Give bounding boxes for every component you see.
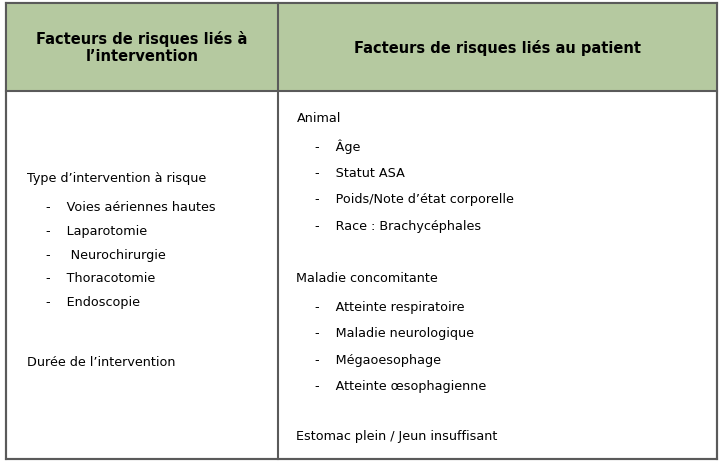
Bar	[278, 4, 717, 92]
Text: -    Poids/Note d’état corporelle: - Poids/Note d’état corporelle	[315, 193, 513, 206]
Text: -    Mégaoesophage: - Mégaoesophage	[315, 353, 440, 366]
Text: -    Laparotomie: - Laparotomie	[46, 225, 147, 238]
Text: -    Thoracotomie: - Thoracotomie	[46, 272, 155, 285]
Text: -    Atteinte œsophagienne: - Atteinte œsophagienne	[315, 379, 486, 392]
Text: -    Atteinte respiratoire: - Atteinte respiratoire	[315, 300, 464, 313]
Text: -    Statut ASA: - Statut ASA	[315, 167, 404, 180]
Text: Estomac plein / Jeun insuffisant: Estomac plein / Jeun insuffisant	[296, 429, 498, 442]
Text: Type d’intervention à risque: Type d’intervention à risque	[27, 172, 207, 185]
Text: Animal: Animal	[296, 112, 341, 125]
Text: Facteurs de risques liés à
l’intervention: Facteurs de risques liés à l’interventio…	[36, 31, 248, 64]
Bar	[6, 4, 278, 92]
Text: -    Voies aériennes hautes: - Voies aériennes hautes	[46, 201, 215, 214]
Text: -    Âge: - Âge	[315, 139, 360, 154]
Text: Facteurs de risques liés au patient: Facteurs de risques liés au patient	[354, 40, 641, 56]
Text: Durée de l’intervention: Durée de l’intervention	[27, 356, 176, 369]
Text: Maladie concomitante: Maladie concomitante	[296, 272, 438, 285]
Text: -    Endoscopie: - Endoscopie	[46, 295, 140, 308]
Text: -    Maladie neurologique: - Maladie neurologique	[315, 327, 474, 340]
Text: -    Race : Brachycéphales: - Race : Brachycéphales	[315, 219, 481, 232]
Text: -     Neurochirurgie: - Neurochirurgie	[46, 248, 166, 261]
